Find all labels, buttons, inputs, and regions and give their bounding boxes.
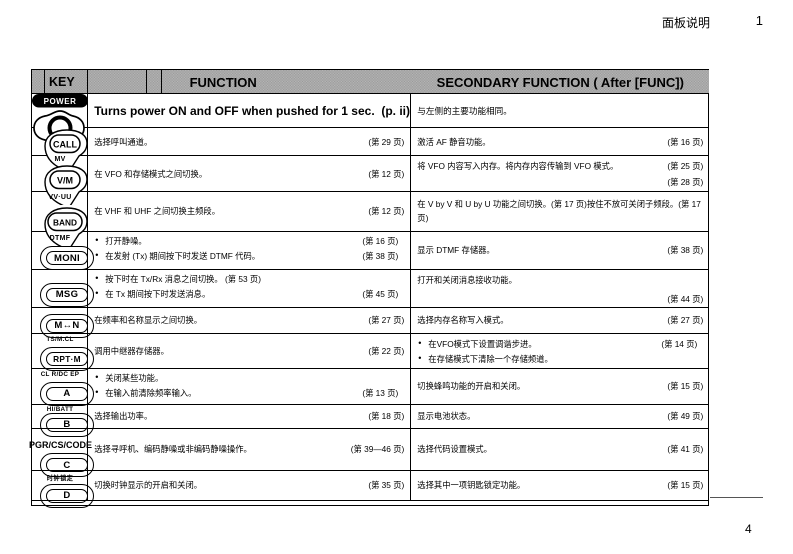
svg-text:V/M: V/M [57, 176, 73, 186]
svg-text:CALL: CALL [53, 139, 77, 149]
svg-text:BAND: BAND [53, 217, 77, 227]
svg-text:POWER: POWER [44, 97, 77, 106]
